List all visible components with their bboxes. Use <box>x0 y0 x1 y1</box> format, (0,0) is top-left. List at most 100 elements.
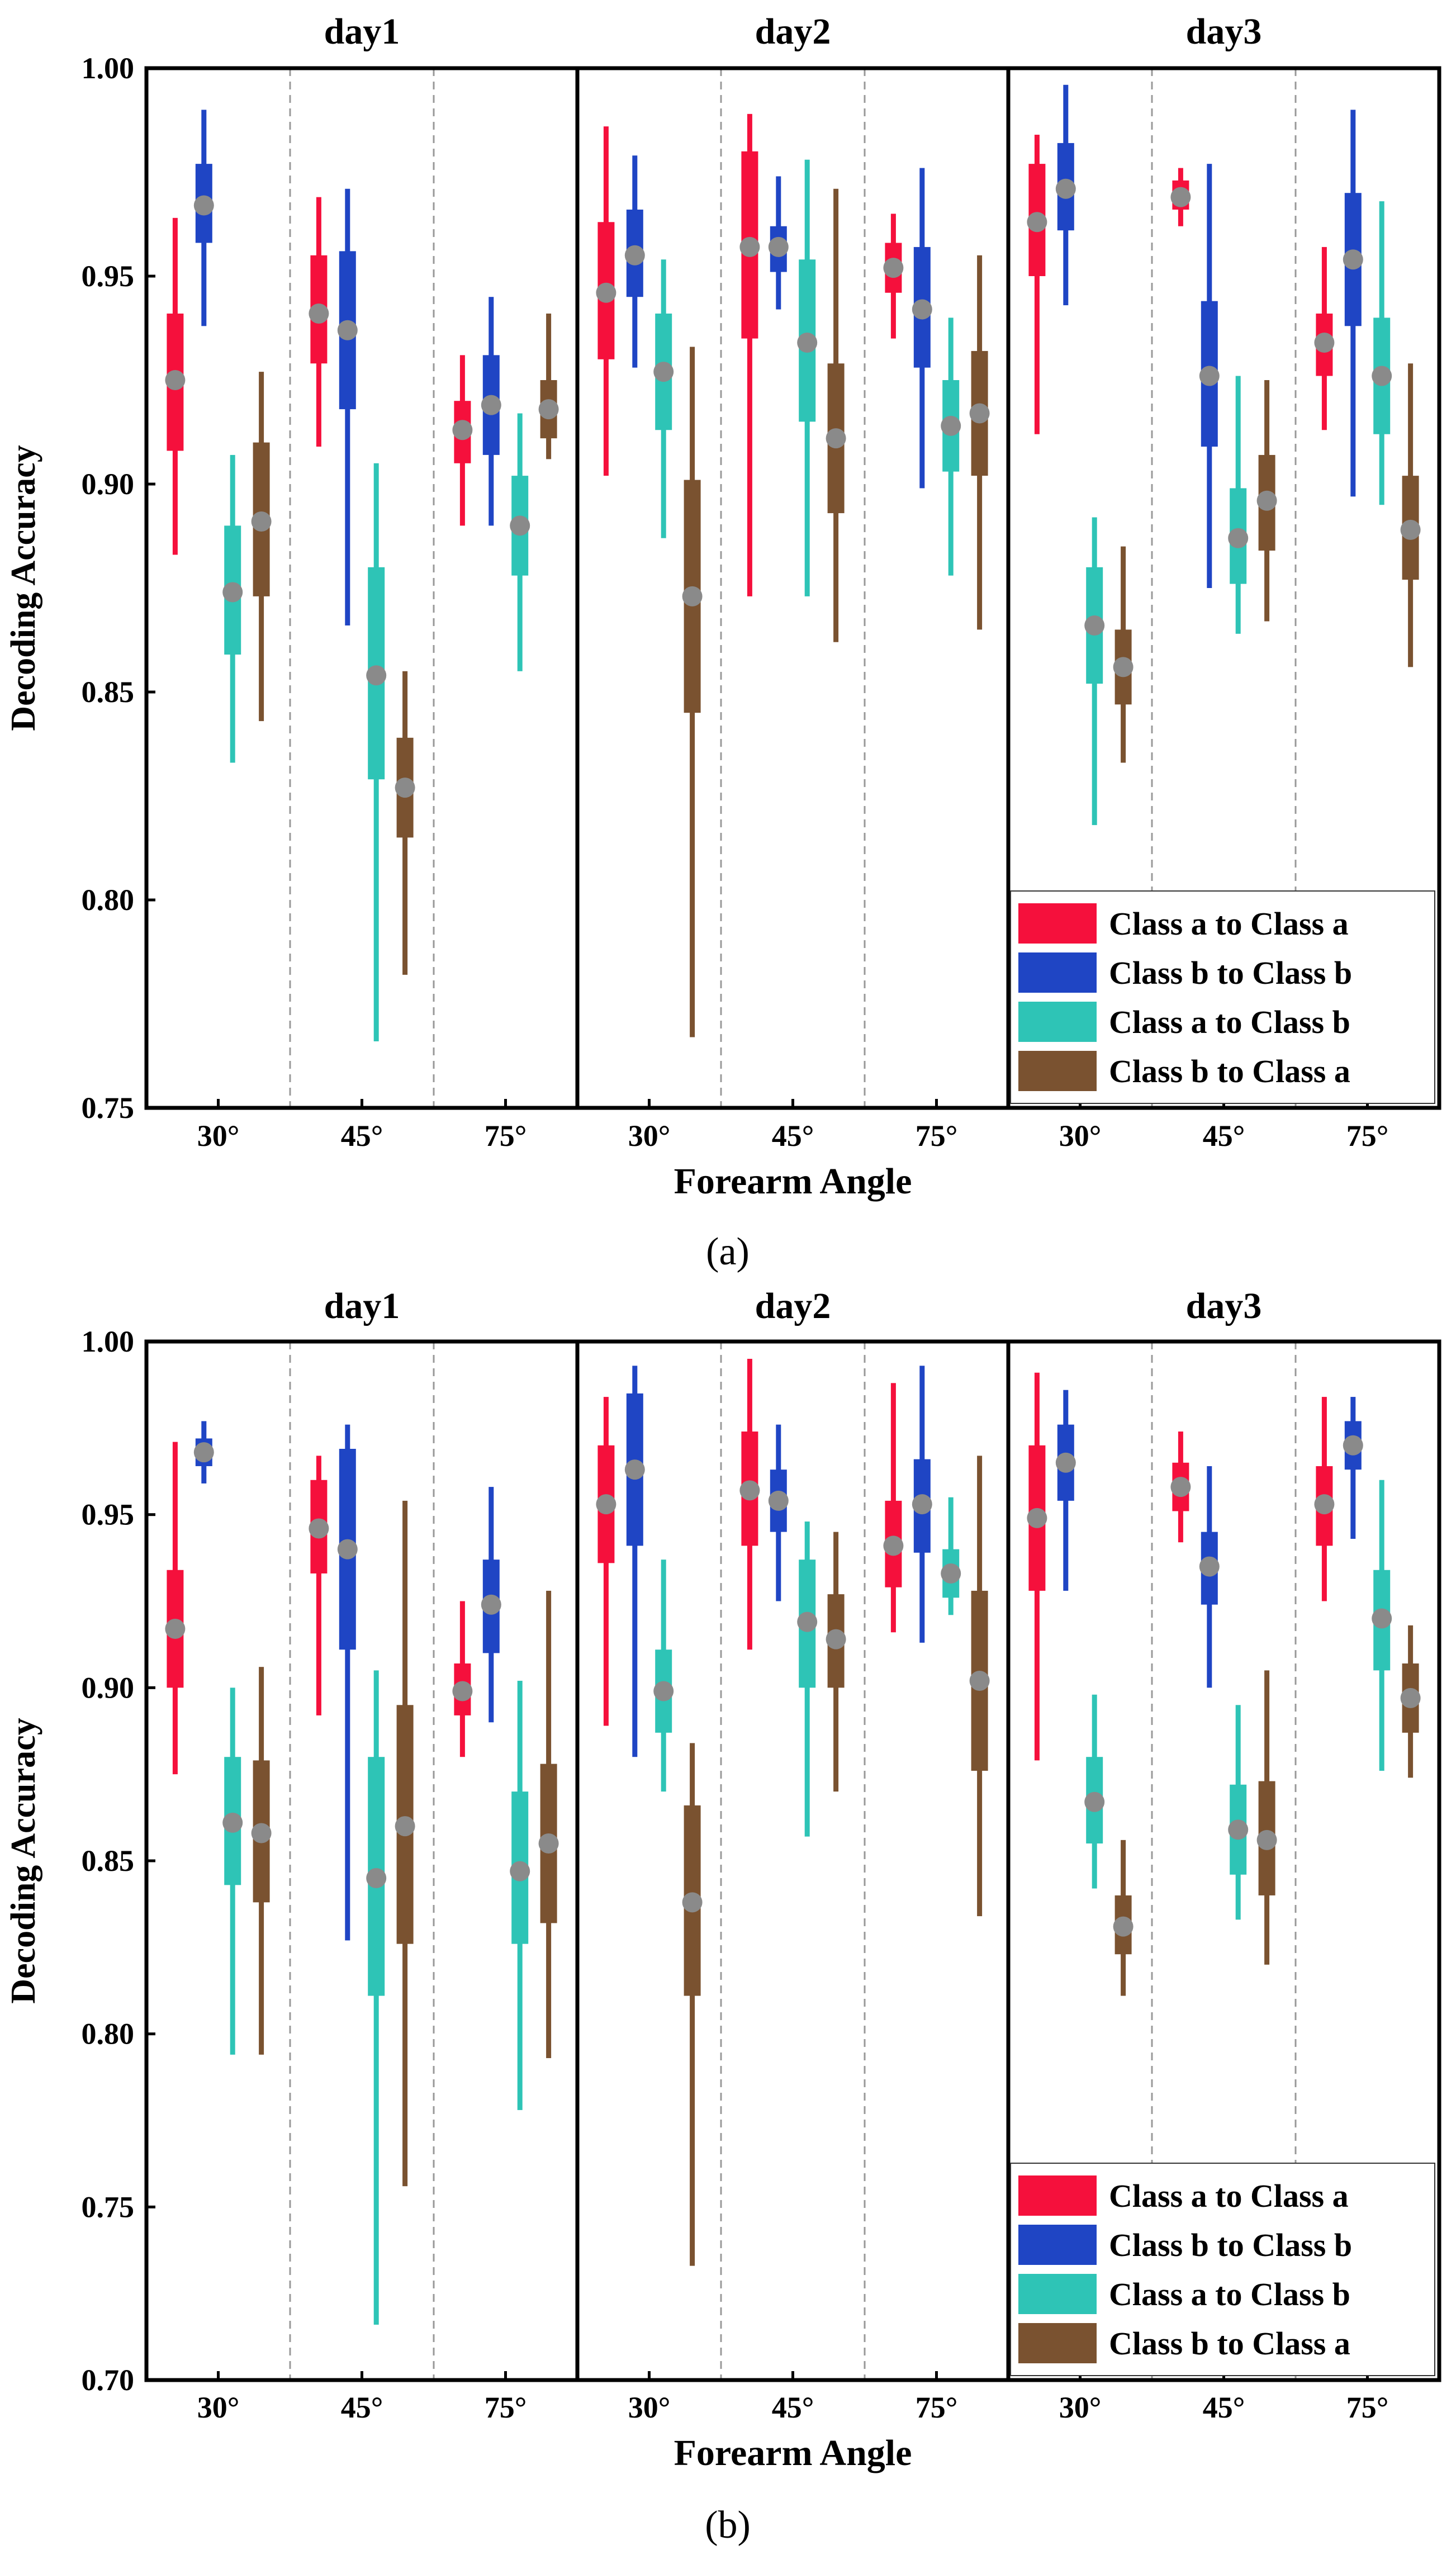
whisker <box>373 1670 379 2325</box>
legend-swatch <box>1018 1051 1097 1091</box>
median-marker <box>1055 178 1076 199</box>
x-tick-label: 30° <box>628 2391 671 2424</box>
legend-label: Class a to Class b <box>1109 2276 1350 2312</box>
median-marker <box>1170 187 1191 207</box>
median-marker <box>1084 615 1105 636</box>
day-title: day1 <box>324 11 400 52</box>
median-marker <box>1256 1829 1277 1850</box>
y-tick-label: 0.95 <box>82 259 135 293</box>
legend-label: Class a to Class a <box>1109 906 1349 942</box>
median-marker <box>452 1681 473 1701</box>
median-marker <box>538 399 559 420</box>
y-tick-label: 0.75 <box>82 1091 135 1125</box>
median-marker <box>826 1629 846 1650</box>
median-marker <box>1314 333 1335 353</box>
median-marker <box>165 1619 186 1639</box>
median-marker <box>309 303 329 324</box>
legend-label: Class b to Class b <box>1109 955 1352 991</box>
median-marker <box>1027 212 1047 233</box>
median-marker <box>739 236 760 257</box>
median-marker <box>653 1681 674 1701</box>
legend: Class a to Class a Class b to Class b Clas… <box>1010 2163 1435 2376</box>
median-marker <box>596 282 616 303</box>
median-marker <box>1343 249 1363 270</box>
median-marker <box>337 320 358 340</box>
x-axis-label: Forearm Angle <box>674 1161 912 1202</box>
median-marker <box>337 1539 358 1560</box>
day-title: day1 <box>324 1286 400 1326</box>
median-marker <box>193 1442 214 1463</box>
median-marker <box>1314 1494 1335 1515</box>
median-marker <box>883 1535 904 1556</box>
x-tick-label: 75° <box>485 2391 527 2424</box>
y-tick-label: 0.80 <box>82 883 135 917</box>
median-marker <box>1343 1435 1363 1456</box>
panel-a: 0.75 0.80 0.85 0.90 0.95 1.00 day1 30° 45° 75° day… <box>4 11 1441 1273</box>
legend-label: Class b to Class b <box>1109 2227 1352 2263</box>
x-axis-label: Forearm Angle <box>674 2433 912 2473</box>
legend-label: Class b to Class a <box>1109 2325 1350 2362</box>
panel-label: (a) <box>706 1230 750 1273</box>
median-marker <box>1256 490 1277 511</box>
legend-swatch <box>1018 1002 1097 1042</box>
whisker <box>316 1456 321 1715</box>
median-marker <box>797 333 818 353</box>
y-axis-label: Decoding Accuracy <box>4 445 42 731</box>
x-tick-label: 45° <box>1203 1119 1245 1153</box>
x-tick-label: 75° <box>485 1119 527 1153</box>
median-marker <box>1372 366 1392 386</box>
y-tick-label: 0.95 <box>82 1498 135 1532</box>
x-tick-label: 75° <box>916 1119 958 1153</box>
x-tick-label: 45° <box>772 1119 814 1153</box>
legend: Class a to Class a Class b to Class b Clas… <box>1010 890 1435 1104</box>
day-title: day2 <box>755 1286 831 1326</box>
legend-swatch <box>1018 903 1097 944</box>
median-marker <box>222 582 243 603</box>
median-marker <box>941 1563 961 1584</box>
whisker <box>690 1743 695 2266</box>
y-tick-label: 1.00 <box>82 1325 135 1358</box>
legend-swatch <box>1018 2225 1097 2265</box>
median-marker <box>1199 1556 1220 1577</box>
median-marker <box>1228 1819 1249 1840</box>
median-marker <box>222 1812 243 1833</box>
x-tick-label: 45° <box>1203 2391 1245 2424</box>
legend-swatch <box>1018 952 1097 993</box>
x-tick-label: 30° <box>1059 2391 1102 2424</box>
median-marker <box>912 299 932 320</box>
day-title: day3 <box>1186 1286 1262 1326</box>
x-tick-label: 45° <box>341 1119 383 1153</box>
median-marker <box>481 395 501 415</box>
median-marker <box>366 665 387 686</box>
x-tick-label: 45° <box>772 2391 814 2424</box>
y-tick-label: 0.75 <box>82 2190 135 2224</box>
legend-swatch <box>1018 2274 1097 2314</box>
median-marker <box>1027 1508 1047 1528</box>
median-marker <box>826 428 846 449</box>
median-marker <box>1400 1688 1421 1708</box>
median-marker <box>1228 528 1249 548</box>
median-marker <box>309 1518 329 1539</box>
y-axis-label: Decoding Accuracy <box>4 1718 42 2003</box>
median-marker <box>538 1833 559 1854</box>
median-marker <box>624 1459 645 1480</box>
median-marker <box>251 1823 272 1843</box>
whisker <box>345 1424 350 1941</box>
x-tick-label: 30° <box>197 1119 240 1153</box>
x-tick-label: 30° <box>628 1119 671 1153</box>
legend-label: Class a to Class b <box>1109 1004 1350 1040</box>
median-marker <box>510 515 530 536</box>
median-marker <box>653 362 674 382</box>
median-marker <box>768 236 789 257</box>
median-marker <box>969 1670 990 1691</box>
median-marker <box>739 1480 760 1501</box>
median-marker <box>251 511 272 532</box>
y-tick-label: 1.00 <box>82 51 135 85</box>
x-tick-label: 45° <box>341 2391 383 2424</box>
x-tick-label: 30° <box>197 2391 240 2424</box>
median-marker <box>395 1816 415 1837</box>
legend-label: Class b to Class a <box>1109 1053 1350 1089</box>
median-marker <box>941 415 961 436</box>
whisker <box>1034 135 1040 434</box>
